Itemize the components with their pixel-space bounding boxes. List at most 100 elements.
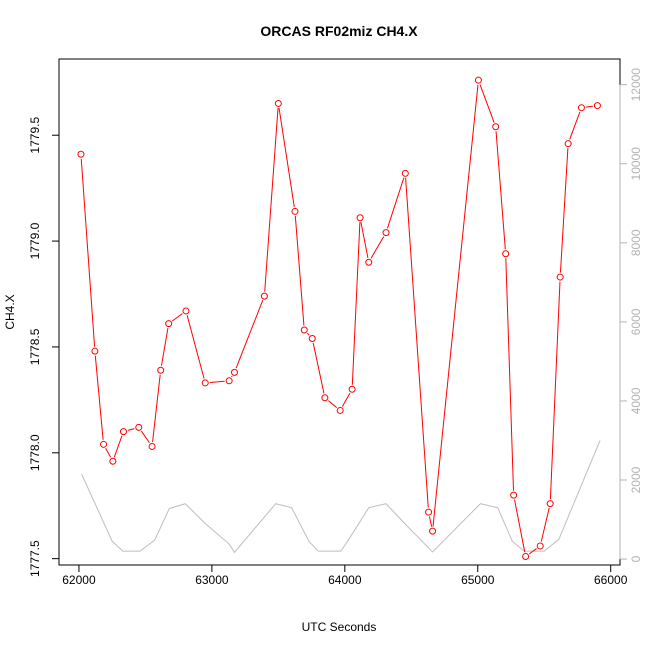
data-point xyxy=(291,207,299,215)
x-tick-label: 66000 xyxy=(594,573,628,587)
data-point xyxy=(401,169,409,177)
y-axis-label: CH4.X xyxy=(3,294,17,329)
series-line-segment xyxy=(152,374,161,443)
series-line-segment xyxy=(549,281,561,500)
y-tick-label: 1778.0 xyxy=(28,434,42,471)
data-point xyxy=(365,258,373,266)
series-line-segment xyxy=(127,428,135,431)
series-line-segment xyxy=(328,400,338,408)
series-line-segment xyxy=(540,507,550,542)
y-tick-label: 1777.5 xyxy=(28,540,42,577)
series-line-segment xyxy=(306,332,310,336)
data-point xyxy=(522,553,530,561)
series-line-segment xyxy=(172,313,183,322)
series-line-segment xyxy=(235,300,264,369)
y-tick-label: 1779.5 xyxy=(28,117,42,154)
series-line-segment xyxy=(432,84,479,527)
data-point xyxy=(321,394,329,402)
y2-tick-label: 2000 xyxy=(629,466,643,493)
y2-tick-label: 6000 xyxy=(629,308,643,335)
series-line-segment xyxy=(495,131,506,250)
data-point xyxy=(201,379,209,387)
series-line-segment xyxy=(186,315,205,379)
data-point xyxy=(510,491,518,499)
x-axis-label: UTC Seconds xyxy=(302,620,377,634)
data-point xyxy=(148,442,156,450)
y2-tick-label: 8000 xyxy=(629,229,643,256)
y2-tick-label: 12000 xyxy=(629,68,643,102)
data-point xyxy=(230,368,238,376)
series-line-segment xyxy=(386,177,405,229)
y-axis-left: 1777.5 1778.0 1778.5 1779.0 1779.5 xyxy=(28,117,60,577)
data-point xyxy=(429,527,437,535)
series-line-segment xyxy=(113,435,123,458)
data-point xyxy=(260,292,268,300)
series-line-segment xyxy=(405,177,429,508)
primary-series-layer xyxy=(77,76,601,561)
secondary-series-line xyxy=(81,440,601,554)
data-point xyxy=(135,423,143,431)
series-line-segment xyxy=(479,84,495,123)
data-point xyxy=(100,440,108,448)
x-tick-label: 65000 xyxy=(461,573,495,587)
x-tick-label: 62000 xyxy=(62,573,96,587)
series-line-segment xyxy=(140,430,150,444)
y-tick-label: 1779.0 xyxy=(28,222,42,259)
series-line-segment xyxy=(370,236,385,259)
data-point xyxy=(91,347,99,355)
data-point xyxy=(348,385,356,393)
data-point xyxy=(556,273,564,281)
series-line-segment xyxy=(294,215,305,326)
y2-tick-label: 10000 xyxy=(629,147,643,181)
y-tick-label: 1778.5 xyxy=(28,328,42,365)
x-tick-label: 64000 xyxy=(328,573,362,587)
series-line-segment xyxy=(209,380,225,384)
data-point xyxy=(577,104,585,112)
data-point xyxy=(300,326,308,334)
series-line-segment xyxy=(351,222,361,385)
series-line-segment xyxy=(360,222,369,258)
data-point xyxy=(425,508,433,516)
data-point xyxy=(502,250,510,258)
data-point xyxy=(119,428,127,436)
x-axis: 62000 63000 64000 65000 66000 xyxy=(62,564,628,587)
series-line-segment xyxy=(585,105,594,108)
series-line-segment xyxy=(569,111,581,140)
series-line-segment xyxy=(264,107,279,292)
data-point xyxy=(165,320,173,328)
series-line-segment xyxy=(505,258,515,491)
series-line-segment xyxy=(160,327,169,366)
series-line-segment xyxy=(94,355,104,440)
data-point xyxy=(536,542,544,550)
data-point xyxy=(356,214,364,222)
data-point xyxy=(225,377,233,385)
chart-title: ORCAS RF02miz CH4.X xyxy=(260,23,418,39)
series-line-segment xyxy=(528,548,537,555)
data-point xyxy=(492,123,500,131)
data-point xyxy=(182,307,190,315)
x-tick-label: 63000 xyxy=(195,573,229,587)
data-point xyxy=(157,366,165,374)
y2-tick-label: 0 xyxy=(629,555,643,562)
series-line-segment xyxy=(312,342,325,394)
data-point xyxy=(336,406,344,414)
series-line-segment xyxy=(514,499,526,553)
series-line-segment xyxy=(429,516,433,527)
data-point xyxy=(382,229,390,237)
series-line-segment xyxy=(278,107,295,208)
data-point xyxy=(593,102,601,110)
series-line-segment xyxy=(80,158,96,347)
data-point xyxy=(308,334,316,342)
y-axis-right: 0 2000 4000 6000 8000 10000 12000 xyxy=(619,68,643,562)
series-line-segment xyxy=(341,392,351,407)
y2-tick-label: 4000 xyxy=(629,387,643,414)
series-line-segment xyxy=(231,375,233,378)
data-point xyxy=(564,140,572,148)
data-point xyxy=(474,76,482,84)
series-line-segment xyxy=(559,148,569,273)
data-point xyxy=(546,500,554,508)
plot-frame xyxy=(58,58,621,566)
series-line-segment xyxy=(105,448,112,458)
data-point xyxy=(274,99,282,107)
